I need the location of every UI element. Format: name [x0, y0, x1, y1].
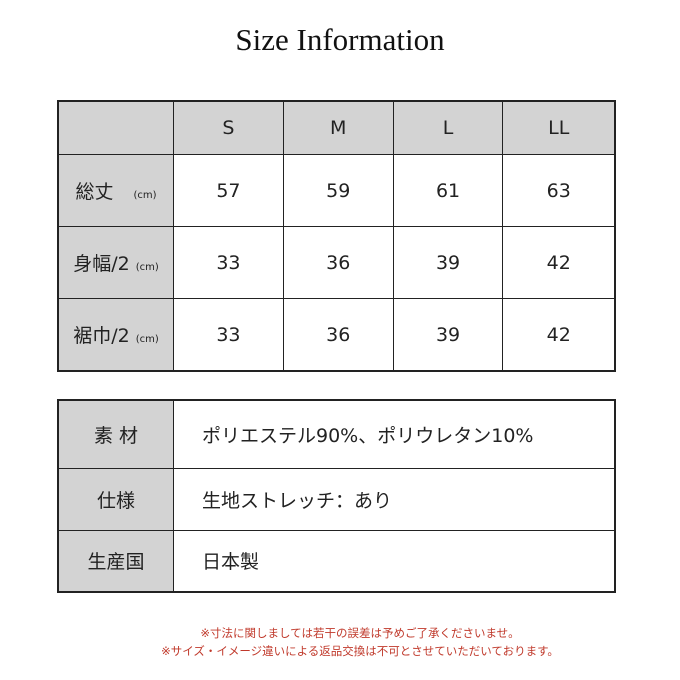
- table-row: 総丈 (cm) 57 59 61 63: [57, 154, 616, 227]
- unit-label: (cm): [133, 190, 157, 201]
- spec-row-origin: 生産国 日本製: [57, 529, 616, 593]
- corner-cell: [57, 100, 174, 155]
- spec-table: 素 材 ポリエステル90%、ポリウレタン10% 仕様 生地ストレッチ：あり 生産…: [57, 399, 616, 593]
- spec-row-feature: 仕様 生地ストレッチ：あり: [57, 467, 616, 531]
- spec-label: 仕様: [57, 467, 174, 531]
- size-header-ll: LL: [502, 100, 616, 155]
- unit-label: (cm): [135, 262, 159, 273]
- value-cell: 63: [502, 154, 616, 227]
- size-header-m: M: [282, 100, 394, 155]
- size-table: S M L LL 総丈 (cm) 57 59 61 63 身幅/2 (cm) 33 …: [57, 100, 616, 372]
- table-row: 裾巾/2 (cm) 33 36 39 42: [57, 298, 616, 372]
- value-cell: 57: [173, 154, 284, 227]
- spec-value: ポリエステル90%、ポリウレタン10%: [173, 399, 616, 469]
- row-label: 裾巾/2 (cm): [57, 298, 174, 372]
- row-label-text: 総丈: [75, 181, 114, 203]
- unit-label: (cm): [135, 334, 159, 345]
- spec-label: 生産国: [57, 529, 174, 593]
- note-tolerance: ※寸法に関しましては若干の誤差は予めご了承くださいませ。: [200, 626, 520, 640]
- row-label-text: 身幅/2: [73, 253, 130, 275]
- size-header-l: L: [392, 100, 504, 155]
- row-label: 身幅/2 (cm): [57, 226, 174, 299]
- row-label: 総丈 (cm): [57, 154, 174, 227]
- spec-value: 生地ストレッチ：あり: [173, 467, 616, 531]
- spec-row-material: 素 材 ポリエステル90%、ポリウレタン10%: [57, 399, 616, 469]
- page-title: Size Information: [235, 22, 445, 57]
- row-label-text: 裾巾/2: [73, 325, 130, 347]
- spec-value: 日本製: [173, 529, 616, 593]
- value-cell: 36: [282, 298, 394, 372]
- value-cell: 42: [502, 298, 616, 372]
- value-cell: 59: [282, 154, 394, 227]
- value-cell: 36: [282, 226, 394, 299]
- table-row: 身幅/2 (cm) 33 36 39 42: [57, 226, 616, 299]
- value-cell: 42: [502, 226, 616, 299]
- spec-label: 素 材: [57, 399, 174, 469]
- value-cell: 33: [173, 226, 284, 299]
- note-returns: ※サイズ・イメージ違いによる返品交換は不可とさせていただいております。: [161, 644, 559, 658]
- value-cell: 39: [392, 298, 504, 372]
- value-cell: 61: [392, 154, 504, 227]
- size-header-row: S M L LL: [57, 100, 616, 155]
- value-cell: 39: [392, 226, 504, 299]
- value-cell: 33: [173, 298, 284, 372]
- size-header-s: S: [173, 100, 284, 155]
